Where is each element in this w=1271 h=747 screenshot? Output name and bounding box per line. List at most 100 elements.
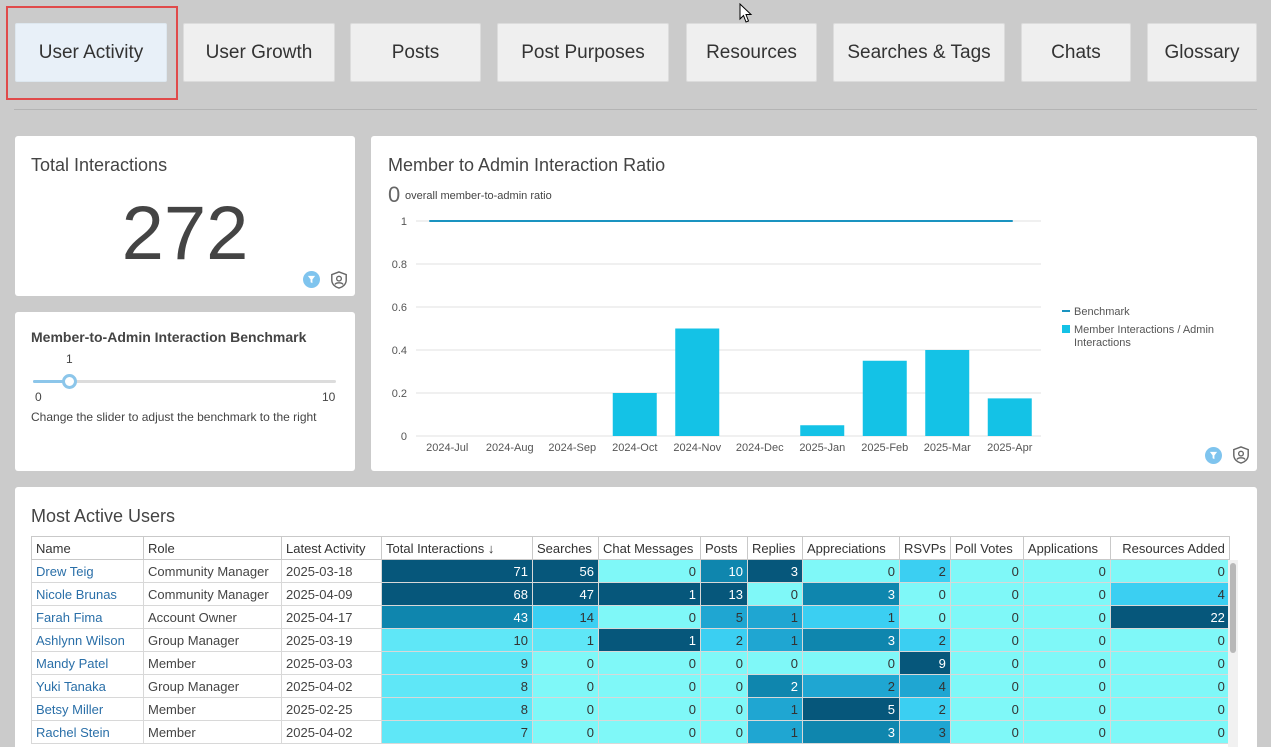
- tab-user-growth[interactable]: User Growth: [183, 23, 335, 82]
- chart-bar: [675, 328, 720, 436]
- table-scrollbar-thumb[interactable]: [1230, 563, 1236, 653]
- tab-user-activity[interactable]: User Activity: [15, 23, 167, 82]
- user-name-link[interactable]: Farah Fima: [31, 605, 144, 629]
- table-cell: 0: [1022, 674, 1111, 698]
- table-cell: 0: [949, 582, 1024, 606]
- table-scrollbar[interactable]: [1228, 560, 1238, 747]
- table-cell: 0: [532, 651, 599, 675]
- tab-post-purposes[interactable]: Post Purposes: [497, 23, 669, 82]
- table-row[interactable]: Mandy Patel Member 2025-03-03 9 0 0 0 0 0 9 0 0 0: [31, 651, 1230, 675]
- ratio-chart-card: [371, 136, 1257, 471]
- user-name-link[interactable]: Yuki Tanaka: [31, 674, 144, 698]
- table-cell: 9: [381, 651, 533, 675]
- column-header[interactable]: Posts: [700, 536, 748, 560]
- chart-shield-user-icon[interactable]: [1232, 446, 1250, 464]
- column-header[interactable]: Chat Messages: [598, 536, 701, 560]
- tab-resources[interactable]: Resources: [686, 23, 817, 82]
- table-cell: 0: [899, 582, 951, 606]
- table-row[interactable]: Betsy Miller Member 2025-02-25 8 0 0 0 1 5 2 0 0 0: [31, 697, 1230, 721]
- table-cell: 2: [747, 674, 803, 698]
- table-cell: 2: [899, 628, 951, 652]
- ratio-sub-label: overall member-to-admin ratio: [405, 190, 552, 202]
- table-cell: 0: [949, 720, 1024, 744]
- table-cell: 0: [1022, 559, 1111, 583]
- table-row[interactable]: Drew Teig Community Manager 2025-03-18 71 56…: [31, 559, 1230, 583]
- table-cell: 3: [802, 628, 900, 652]
- x-tick-label: 2025-Jan: [799, 442, 845, 454]
- table-cell: 0: [598, 720, 701, 744]
- y-tick-label: 0.6: [392, 302, 407, 314]
- chart-bar: [925, 350, 970, 436]
- user-name-link[interactable]: Nicole Brunas: [31, 582, 144, 606]
- table-cell: 3: [802, 720, 900, 744]
- column-header[interactable]: Resources Added: [1109, 536, 1230, 560]
- tab-divider: [14, 109, 1257, 110]
- column-header[interactable]: Applications: [1022, 536, 1111, 560]
- filter-icon[interactable]: [303, 271, 320, 288]
- chart-bar: [800, 425, 845, 436]
- user-name-link[interactable]: Ashlynn Wilson: [31, 628, 144, 652]
- tab-chats[interactable]: Chats: [1021, 23, 1131, 82]
- table-cell: 0: [747, 582, 803, 606]
- tab-glossary[interactable]: Glossary: [1147, 23, 1257, 82]
- column-header[interactable]: Total Interactions ↓: [381, 536, 533, 560]
- table-row[interactable]: Farah Fima Account Owner 2025-04-17 43 14 0 5 1…: [31, 605, 1230, 629]
- table-cell: 0: [747, 651, 803, 675]
- x-tick-label: 2025-Feb: [861, 442, 908, 454]
- y-tick-label: 0: [401, 431, 407, 443]
- table-row[interactable]: Yuki Tanaka Group Manager 2025-04-02 8 0 0 0 2 2…: [31, 674, 1230, 698]
- column-header[interactable]: Latest Activity: [281, 536, 382, 560]
- table-cell: 9: [899, 651, 951, 675]
- column-header[interactable]: RSVPs: [899, 536, 951, 560]
- table-cell: Community Manager: [143, 582, 282, 606]
- table-cell: 68: [381, 582, 533, 606]
- table-cell: Member: [143, 720, 282, 744]
- legend-ratio-label-cont: Interactions: [1074, 337, 1131, 349]
- table-cell: 5: [700, 605, 748, 629]
- table-cell: 0: [532, 697, 599, 721]
- column-header[interactable]: Searches: [532, 536, 599, 560]
- column-header[interactable]: Poll Votes: [949, 536, 1024, 560]
- table-cell: 0: [598, 697, 701, 721]
- table-cell: Group Manager: [143, 628, 282, 652]
- slider-handle[interactable]: [62, 374, 77, 389]
- table-row[interactable]: Rachel Stein Member 2025-04-02 7 0 0 0 1 3 3 0 0 0: [31, 720, 1230, 744]
- table-cell: 4: [1109, 582, 1230, 606]
- table-row[interactable]: Ashlynn Wilson Group Manager 2025-03-19 10 1…: [31, 628, 1230, 652]
- table-row[interactable]: Nicole Brunas Community Manager 2025-04-09…: [31, 582, 1230, 606]
- table-cell: 0: [1022, 628, 1111, 652]
- slider-fill: [33, 380, 69, 383]
- table-cell: 0: [802, 559, 900, 583]
- table-cell: 1: [802, 605, 900, 629]
- users-table-title: Most Active Users: [31, 506, 176, 526]
- table-cell: 2025-02-25: [281, 697, 382, 721]
- column-header[interactable]: Appreciations: [802, 536, 900, 560]
- table-cell: 0: [1109, 697, 1230, 721]
- table-cell: 0: [532, 720, 599, 744]
- table-cell: Account Owner: [143, 605, 282, 629]
- kpi-title: Total Interactions: [31, 155, 168, 175]
- column-header[interactable]: Role: [143, 536, 282, 560]
- column-header[interactable]: Replies: [747, 536, 803, 560]
- x-tick-label: 2024-Aug: [486, 442, 534, 454]
- tab-searches-tags[interactable]: Searches & Tags: [833, 23, 1005, 82]
- user-name-link[interactable]: Rachel Stein: [31, 720, 144, 744]
- chart-filter-icon[interactable]: [1205, 447, 1222, 464]
- slider-track[interactable]: [33, 380, 336, 383]
- table-cell: 0: [1022, 720, 1111, 744]
- table-cell: 2025-04-09: [281, 582, 382, 606]
- shield-user-icon[interactable]: [330, 271, 348, 289]
- table-cell: 2025-04-02: [281, 720, 382, 744]
- column-header[interactable]: Name: [31, 536, 144, 560]
- user-name-link[interactable]: Mandy Patel: [31, 651, 144, 675]
- table-cell: 0: [949, 628, 1024, 652]
- tab-posts[interactable]: Posts: [350, 23, 481, 82]
- x-tick-label: 2025-Apr: [987, 442, 1033, 454]
- legend-benchmark-swatch: [1062, 310, 1070, 312]
- table-cell: 2: [700, 628, 748, 652]
- user-name-link[interactable]: Betsy Miller: [31, 697, 144, 721]
- user-name-link[interactable]: Drew Teig: [31, 559, 144, 583]
- table-cell: 10: [381, 628, 533, 652]
- table-cell: 0: [1022, 697, 1111, 721]
- slider-value-label: 1: [66, 352, 73, 366]
